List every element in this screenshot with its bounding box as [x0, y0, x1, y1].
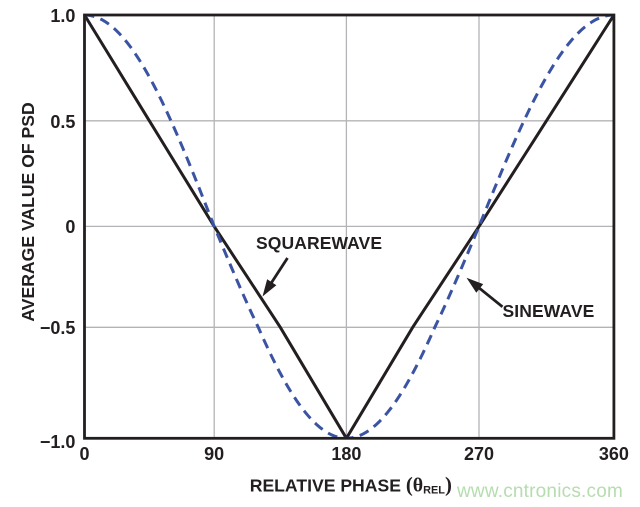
- sinewave-annotation-label: SINEWAVE: [502, 300, 595, 321]
- plot-border: [83, 13, 616, 440]
- open-paren: (: [405, 474, 413, 497]
- y-tick-label: 0: [65, 217, 76, 238]
- squarewave-annotation-label: SQUAREWAVE: [256, 233, 383, 253]
- x-axis-title: RELATIVE PHASE (θREL): [250, 475, 452, 496]
- squarewave-arrow-line: [269, 257, 289, 285]
- theta-subscript: REL: [423, 484, 445, 497]
- squarewave-arrow-head: [262, 279, 277, 297]
- x-axis-title-text: RELATIVE PHASE: [249, 475, 406, 496]
- y-tick-label: −1.0: [39, 432, 76, 453]
- y-tick-label: 0.5: [50, 111, 76, 132]
- x-tick-label: 90: [204, 443, 225, 464]
- y-tick-label: 1.0: [50, 6, 76, 26]
- squarewave-curve: [85, 16, 613, 438]
- watermark-text: www.cntronics.com: [457, 480, 623, 502]
- y-axis-title: AVERAGE VALUE OF PSD: [18, 101, 39, 322]
- x-tick-label: 0: [79, 443, 90, 464]
- close-paren: ): [444, 474, 452, 497]
- sinewave-arrow-line: [477, 286, 504, 308]
- x-tick-label: 180: [331, 443, 362, 464]
- theta-symbol: θ: [412, 474, 424, 497]
- x-tick-label: 360: [598, 443, 629, 464]
- x-tick-label: 270: [463, 443, 495, 464]
- y-tick-label: −0.5: [39, 318, 76, 339]
- sinewave-arrow-head: [466, 277, 484, 293]
